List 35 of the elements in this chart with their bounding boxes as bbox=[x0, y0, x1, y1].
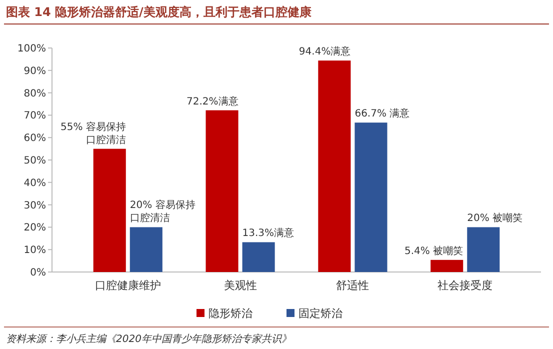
data-label: 20% 被嘲笑 bbox=[467, 212, 523, 224]
chart-title: 图表 14 隐形矫治器舒适/美观度高，且利于患者口腔健康 bbox=[6, 5, 312, 19]
bar bbox=[318, 60, 351, 272]
data-label: 55% 容易保持口腔清洁 bbox=[60, 120, 126, 146]
y-tick-label: 10% bbox=[24, 245, 46, 256]
bar bbox=[93, 148, 126, 272]
data-label: 20% 容易保持口腔清洁 bbox=[130, 199, 196, 224]
y-tick-label: 70% bbox=[24, 110, 46, 122]
data-label: 5.4% 被嘲笑 bbox=[404, 244, 464, 257]
y-tick-label: 60% bbox=[24, 133, 46, 144]
text: 资料来源：李小兵主编《2020年中国青少年隐形矫治专家共识》 bbox=[6, 333, 292, 345]
legend-label: 隐形矫治 bbox=[208, 307, 252, 320]
y-tick-label: 0% bbox=[30, 268, 46, 278]
y-tick-label: 100% bbox=[17, 44, 46, 54]
y-tick-label: 20% bbox=[24, 222, 46, 234]
y-tick-label: 30% bbox=[24, 200, 46, 212]
bar bbox=[206, 110, 238, 272]
y-tick-label: 80% bbox=[24, 88, 46, 100]
data-label: 94.4%满意 bbox=[298, 46, 351, 58]
bar bbox=[354, 122, 388, 272]
x-tick-label: 舒适性 bbox=[336, 279, 370, 292]
y-tick-label: 90% bbox=[24, 66, 46, 77]
legend-label: 固定矫治 bbox=[298, 307, 342, 320]
y-tick-label: 50% bbox=[24, 156, 46, 166]
bar bbox=[430, 260, 464, 272]
data-label: 66.7% 满意 bbox=[354, 108, 410, 120]
bar bbox=[242, 242, 275, 272]
bar bbox=[130, 227, 162, 272]
bar bbox=[467, 227, 500, 272]
y-tick-label: 40% bbox=[24, 178, 46, 189]
x-tick-label: 美观性 bbox=[224, 279, 257, 292]
x-tick-label: 口腔健康维护 bbox=[94, 279, 161, 292]
data-label: 13.3%满意 bbox=[242, 227, 294, 240]
data-label: 72.2%满意 bbox=[186, 95, 238, 108]
x-tick-label: 社会接受度 bbox=[438, 279, 493, 292]
